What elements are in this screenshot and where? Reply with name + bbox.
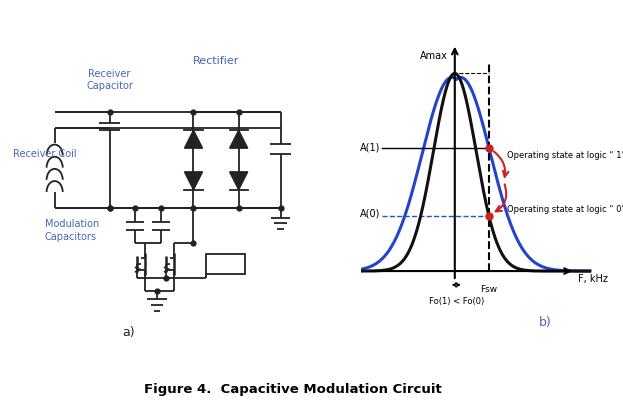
Polygon shape: [230, 130, 248, 148]
Bar: [206, 254, 245, 274]
Text: Comm: Comm: [207, 259, 244, 269]
Polygon shape: [184, 130, 202, 148]
Text: A(0): A(0): [360, 209, 381, 219]
Text: Receiver
Capacitor: Receiver Capacitor: [86, 69, 133, 91]
Text: Operating state at logic “ 0”: Operating state at logic “ 0”: [506, 206, 623, 214]
Text: Rectifier: Rectifier: [193, 56, 239, 66]
Text: Fsw: Fsw: [480, 285, 498, 294]
Text: Modulation
Capacitors: Modulation Capacitors: [45, 219, 99, 242]
Text: a): a): [123, 326, 135, 339]
Polygon shape: [230, 172, 248, 190]
Text: F, kHz: F, kHz: [578, 274, 608, 284]
Text: Amax: Amax: [419, 51, 447, 61]
Text: b): b): [539, 316, 551, 330]
Text: Fo(1) < Fo(0): Fo(1) < Fo(0): [429, 297, 484, 306]
Text: Figure 4.  Capacitive Modulation Circuit: Figure 4. Capacitive Modulation Circuit: [144, 383, 442, 396]
Text: Operating state at logic “ 1”: Operating state at logic “ 1”: [506, 151, 623, 160]
Text: Receiver Coil: Receiver Coil: [12, 148, 76, 158]
Text: A(1): A(1): [360, 143, 381, 153]
Polygon shape: [184, 172, 202, 190]
